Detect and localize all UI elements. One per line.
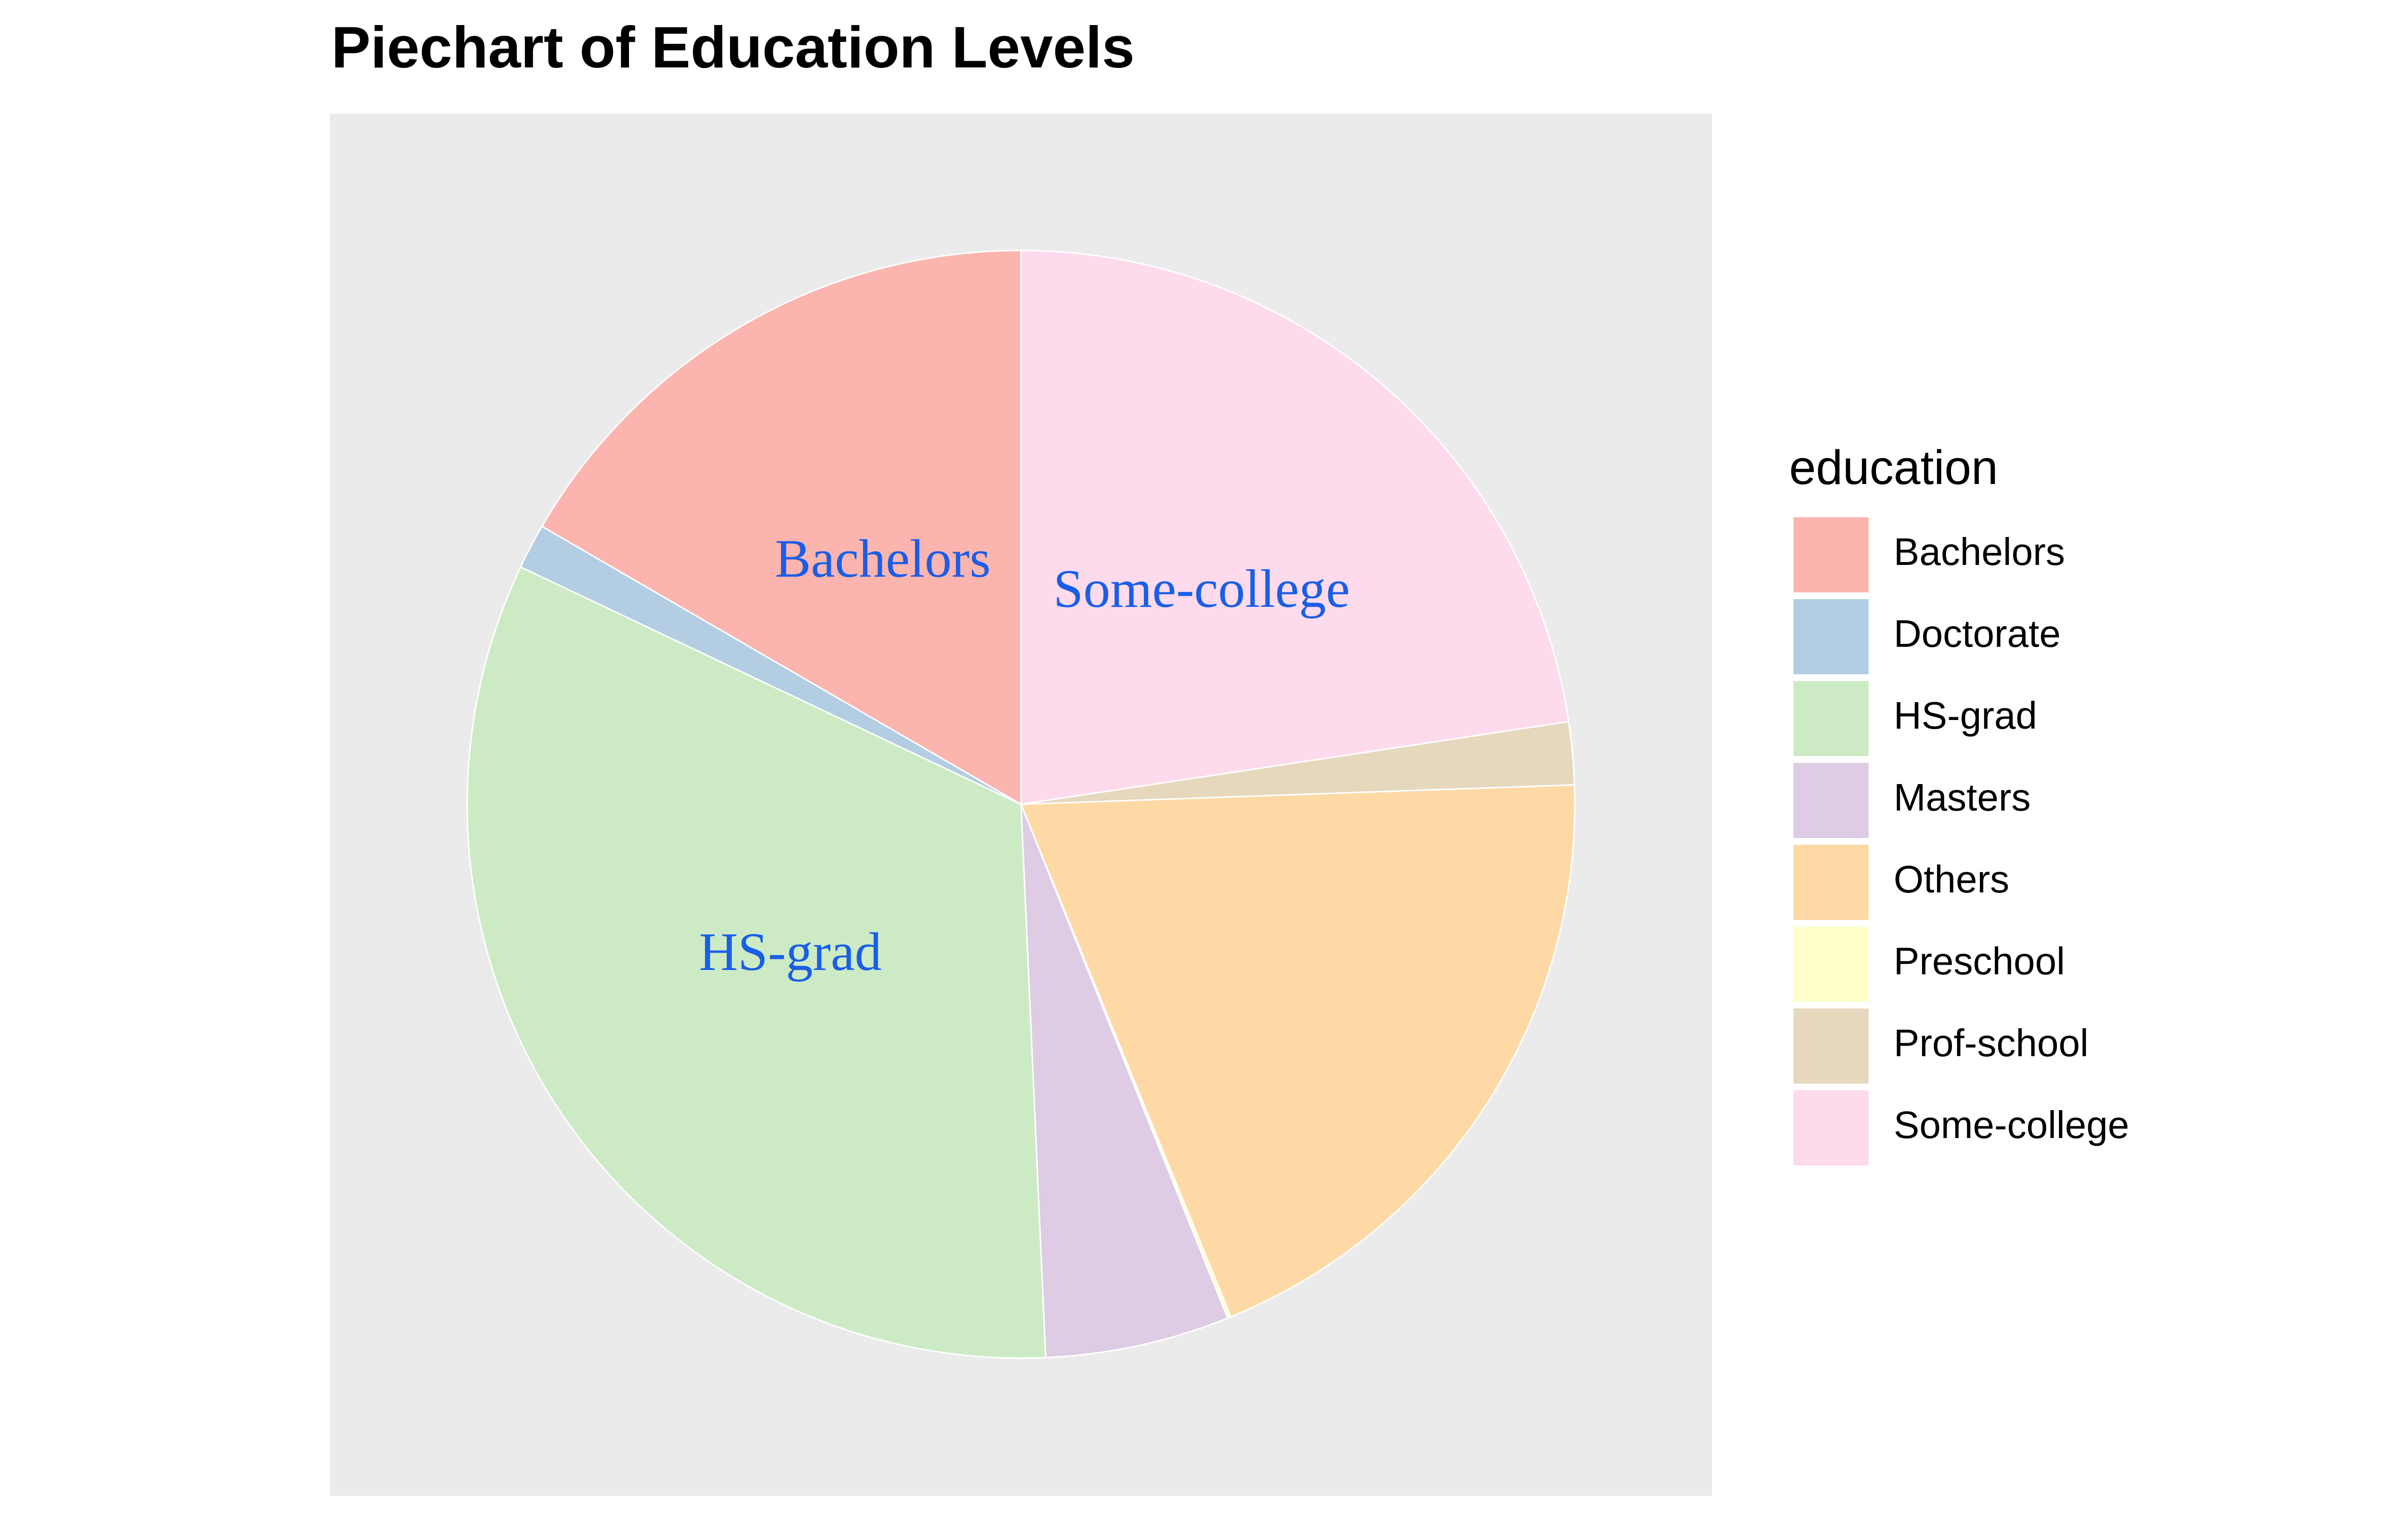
legend-label-others: Others (1894, 858, 2009, 901)
legend-label-doctorate: Doctorate (1894, 612, 2061, 655)
pie-slice-some-college (1020, 249, 1570, 805)
legend-label-preschool: Preschool (1894, 940, 2065, 982)
legend-label-bachelors: Bachelors (1894, 530, 2065, 573)
legend-label-prof-school: Prof-school (1894, 1021, 2089, 1064)
legend: education Bachelors Doctorate HS-grad Maste… (1789, 441, 2129, 1167)
pie-slice-others (1020, 784, 1576, 1318)
slice-label-hs-grad: HS-grad (699, 922, 881, 982)
legend-items: Bachelors Doctorate HS-grad Masters Others Pr… (1792, 515, 2129, 1167)
slice-label-some-college: Some-college (1053, 559, 1350, 619)
legend-key-some-college (1792, 1088, 1871, 1167)
pie-slices (466, 249, 1576, 1359)
pie-slice-masters (1020, 804, 1229, 1359)
slice-label-bachelors: Bachelors (775, 529, 991, 589)
legend-title: education (1789, 441, 1998, 495)
legend-label-some-college: Some-college (1894, 1103, 2129, 1146)
legend-label-masters: Masters (1894, 776, 2031, 819)
pie-slice-bachelors (541, 249, 1022, 806)
legend-key-hs-grad (1792, 679, 1871, 758)
pie-slice-hs-grad (466, 566, 1047, 1359)
legend-key-bachelors (1792, 515, 1871, 594)
legend-key-doctorate (1792, 597, 1871, 676)
legend-key-masters (1792, 761, 1871, 840)
legend-label-hs-grad: HS-grad (1894, 694, 2037, 737)
legend-key-preschool (1792, 925, 1871, 1004)
pie-slice-labels: Some-college HS-grad Bachelors (699, 529, 1350, 982)
chart-title: Piechart of Education Levels (331, 14, 1135, 80)
legend-key-prof-school (1792, 1007, 1871, 1086)
legend-key-others (1792, 843, 1871, 922)
